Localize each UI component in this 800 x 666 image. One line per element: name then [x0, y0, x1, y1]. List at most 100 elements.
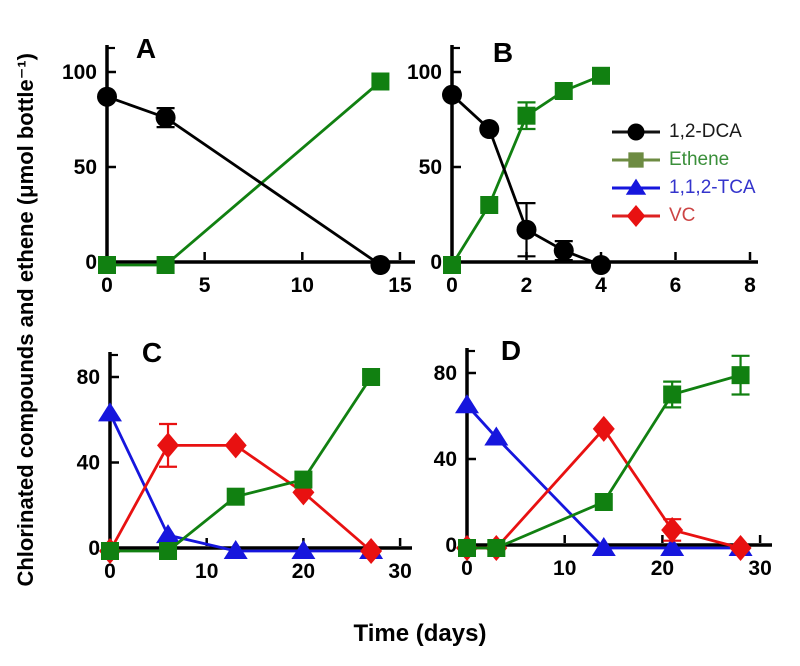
axes: 0 50 100 0 2 4 6 8 [407, 45, 758, 297]
data-point-square [487, 539, 506, 557]
series-vc [99, 422, 383, 564]
data-point-square [592, 66, 610, 85]
x-tick-label: 6 [670, 274, 682, 297]
legend-marker-diamond-icon [612, 204, 660, 228]
data-point-triangle [484, 426, 509, 446]
y-tick-label: 50 [419, 156, 442, 179]
series-ethene [98, 72, 390, 274]
data-point-square [480, 196, 499, 214]
data-point-diamond [224, 432, 247, 459]
y-tick-label: 100 [62, 61, 97, 84]
axes: 0 50 100 0 5 10 15 [62, 45, 415, 297]
legend-diamond [626, 204, 646, 228]
y-tick-label: 100 [407, 61, 442, 84]
legend-marker-square-icon [612, 152, 660, 168]
panel-letter: A [136, 33, 156, 64]
y-tick-label: 80 [434, 362, 457, 385]
legend-marker-circle-icon [612, 123, 660, 141]
x-tick-label: 5 [199, 274, 211, 297]
y-tick-label: 0 [88, 537, 100, 560]
data-point-triangle [291, 540, 316, 559]
data-point-square [226, 487, 245, 506]
legend: 1,2-DCA Ethene 1,1,2-TCA VC [610, 118, 756, 230]
legend-label-1-2-dca: 1,2-DCA [669, 121, 742, 142]
data-point-square [156, 256, 175, 274]
data-point-square [101, 542, 119, 560]
data-point-triangle [455, 394, 479, 414]
panel-d-chart: 0 40 80 0 10 20 30 D [434, 335, 772, 580]
x-tick-label: 0 [446, 274, 458, 297]
axes: 0 40 80 0 10 20 30 [434, 348, 772, 580]
x-axis-label: Time (days) [353, 620, 487, 647]
data-point-circle [591, 255, 611, 275]
series-line [110, 376, 373, 553]
series-line [467, 426, 741, 550]
data-point-circle [553, 240, 574, 261]
legend-item-1-2-dca: 1,2-DCA [610, 118, 756, 146]
legend-circle [627, 123, 645, 141]
series-ethene [458, 354, 750, 557]
panel-b-chart: 0 50 100 0 2 4 6 8 B [407, 37, 758, 297]
x-tick-label: 10 [195, 560, 218, 583]
data-point-circle [516, 219, 537, 240]
series-1-2-dca [97, 86, 391, 275]
legend-item-1-1-2-tca: 1,1,2-TCA [610, 174, 756, 202]
panel-letter: D [501, 335, 521, 366]
data-point-square [443, 256, 461, 274]
data-point-circle [97, 86, 117, 107]
x-tick-label: 8 [744, 274, 756, 297]
x-tick-label: 0 [461, 557, 473, 580]
data-point-triangle [591, 537, 616, 556]
x-tick-label: 4 [595, 274, 607, 297]
y-tick-label: 0 [430, 251, 442, 274]
series-line [467, 373, 741, 550]
data-point-diamond [157, 432, 180, 459]
panel-letter: C [142, 337, 162, 368]
y-tick-label: 0 [445, 534, 457, 557]
data-point-square [594, 493, 613, 511]
data-point-square [517, 106, 536, 125]
data-point-circle [370, 255, 391, 275]
data-point-circle [155, 107, 176, 128]
data-point-square [458, 539, 476, 557]
series-ethene [101, 368, 381, 560]
legend-square [628, 152, 644, 168]
data-point-circle [479, 119, 500, 139]
data-point-triangle [156, 524, 181, 544]
y-tick-label: 40 [77, 452, 100, 475]
data-point-circle [442, 84, 462, 105]
x-tick-label: 15 [388, 274, 412, 297]
panel-a-chart: 0 50 100 0 5 10 15 A [62, 33, 415, 297]
panel-letter: B [493, 37, 513, 68]
data-point-triangle [660, 537, 685, 556]
data-point-triangle [98, 402, 122, 422]
legend-label-1-1-2-tca: 1,1,2-TCA [669, 177, 756, 198]
data-point-triangle [223, 540, 248, 559]
y-tick-label: 0 [85, 251, 97, 274]
x-tick-label: 10 [291, 274, 314, 297]
data-point-square [731, 366, 750, 385]
data-point-square [159, 542, 178, 560]
series-ethene [443, 66, 610, 274]
series-line [106, 95, 382, 267]
x-tick-label: 0 [104, 560, 116, 583]
data-point-diamond [292, 479, 315, 506]
x-tick-label: 10 [553, 557, 576, 580]
data-point-square [371, 72, 390, 91]
y-tick-label: 80 [77, 366, 100, 389]
data-point-square [362, 368, 381, 386]
y-tick-label: 50 [74, 156, 97, 179]
x-tick-label: 20 [651, 557, 674, 580]
legend-item-ethene: Ethene [610, 146, 756, 174]
data-point-square [554, 82, 573, 100]
data-point-diamond [729, 535, 752, 561]
legend-marker-triangle-icon [612, 178, 660, 195]
data-point-square [294, 470, 313, 489]
legend-item-vc: VC [610, 202, 756, 230]
panel-c-chart: 0 40 80 0 10 20 30 C [77, 337, 412, 583]
x-tick-label: 2 [521, 274, 533, 297]
data-point-diamond [592, 415, 615, 442]
x-tick-label: 20 [292, 560, 315, 583]
series-1-2-dca [442, 84, 611, 275]
